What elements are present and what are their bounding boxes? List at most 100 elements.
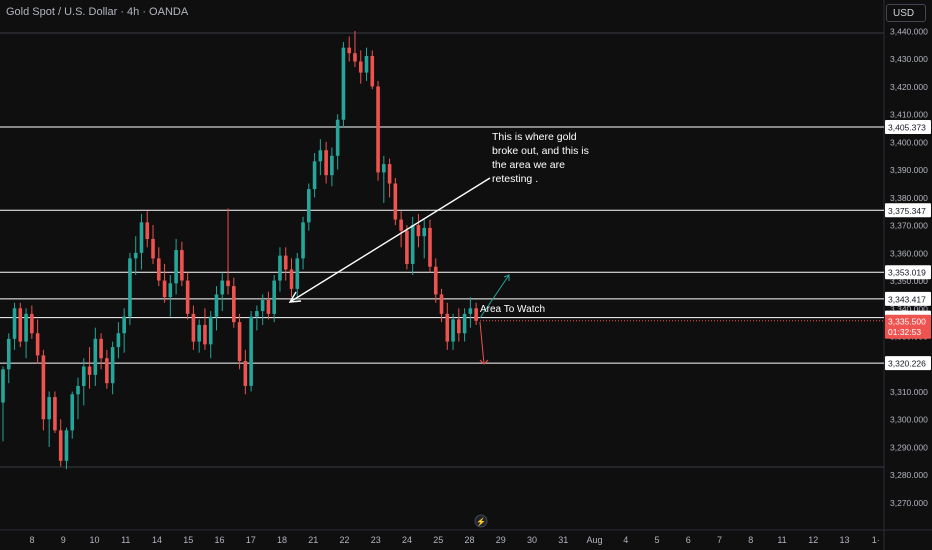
level-tag [885,120,931,135]
bearish-projection-arrow[interactable] [479,321,485,365]
annotation-text-line: broke out, and this is [492,145,589,157]
candle-body [405,230,409,264]
candle-body [376,86,380,173]
annotation-text-line: retesting . [492,173,538,185]
candle-body [358,61,363,73]
candle-body [1,369,5,403]
price-tick-label: 3,420.000 [890,82,928,92]
price-tags: 3,405.373 3,375.347 3,353.019 3,343.417 3,33… [480,120,931,371]
candle-body [428,227,432,267]
candlestick-series [1,31,478,470]
candle-body [295,258,300,289]
annotation-drawings [288,177,510,365]
area-to-watch-label: Area To Watch [480,304,545,315]
candle-body [237,322,242,361]
candle-body [399,219,403,231]
candle-body [335,119,340,156]
countdown-label: 01:32:53 [888,327,921,337]
annotation-text-line: the area we are [492,159,565,171]
candle-body [468,308,473,314]
candle-body [220,280,225,295]
candle-body [185,280,190,314]
candle-body [364,55,369,73]
price-tick-label: 3,370.000 [890,221,928,231]
candle-body [387,164,392,184]
candle-body [110,347,115,384]
candle-body [433,266,438,295]
time-tick-label: 17 [246,535,256,545]
candle-body [255,311,259,317]
time-tick-label: 21 [308,535,318,545]
annotation-arrow-head [288,291,302,303]
candle-body [439,294,444,314]
current-price-tag [885,314,931,339]
candle-body [197,324,201,342]
time-tick-label: 9 [61,535,66,545]
level-tag [885,356,931,371]
bolt-glyph: ⚡ [476,517,486,527]
time-tick-label: 8 [748,535,753,545]
time-tick-label: 13 [839,535,849,545]
candle-body [382,164,386,173]
candle-body [353,53,357,62]
candle-body [301,222,305,259]
price-tick-label: 3,360.000 [890,248,928,258]
price-tick-label: 3,350.000 [890,276,928,286]
candle-body [151,238,155,259]
time-tick-label: 28 [464,535,474,545]
time-axis: 8 9 10 11 14 15 16 17 18 21 22 23 24 25 28 29 30 31 Aug 4 5 6… [29,514,880,545]
time-tick-label: 25 [433,535,443,545]
candle-body [422,227,427,237]
time-tick-label: 11 [121,535,130,545]
time-tick-label: 12 [808,535,818,545]
time-tick-label: 29 [496,535,506,545]
candle-body [122,316,126,334]
candle-body [266,299,271,314]
candle-body [58,430,63,461]
candle-body [410,225,415,264]
candle-body [226,280,230,287]
candle-body [474,308,478,321]
time-tick-label: 16 [214,535,224,545]
candle-body [451,319,455,342]
candle-body [162,280,167,298]
time-tick-label: 1· [872,535,880,545]
bearish-arrow-head [479,359,489,365]
time-tick-label: 14 [152,535,162,545]
candle-body [156,258,161,281]
candle-body [278,255,282,281]
level-tag-label: 3,343.417 [888,294,926,304]
level-tag-label: 3,405.373 [888,123,926,133]
annotation-arrow-line[interactable] [289,177,491,303]
replay-icon[interactable] [474,514,488,528]
currency-button[interactable]: USD [886,4,926,22]
candle-body [139,222,144,253]
price-tick-label: 3,400.000 [890,137,928,147]
candle-body [214,294,219,317]
time-tick-label: 4 [623,535,628,545]
time-tick-label: 31 [558,535,568,545]
price-tick-label: 3,290.000 [890,442,928,452]
bullish-arrow-head [503,274,510,281]
bullish-projection-arrow[interactable] [479,274,510,319]
candle-body [24,313,28,342]
candle-body [462,313,467,334]
level-tag [885,291,931,306]
candle-body [416,225,421,237]
candle-body [12,308,17,339]
candle-body [318,150,323,162]
candle-body [145,222,150,239]
candle-body [30,313,34,334]
time-tick-label: 22 [339,535,349,545]
level-tag [885,265,931,280]
candle-body [341,47,346,120]
support-resistance-levels [0,126,884,364]
candle-body [191,313,196,342]
time-tick-label: 23 [371,535,381,545]
price-tick-label: 3,390.000 [890,165,928,175]
candle-body [35,333,40,356]
candle-body [76,385,80,395]
